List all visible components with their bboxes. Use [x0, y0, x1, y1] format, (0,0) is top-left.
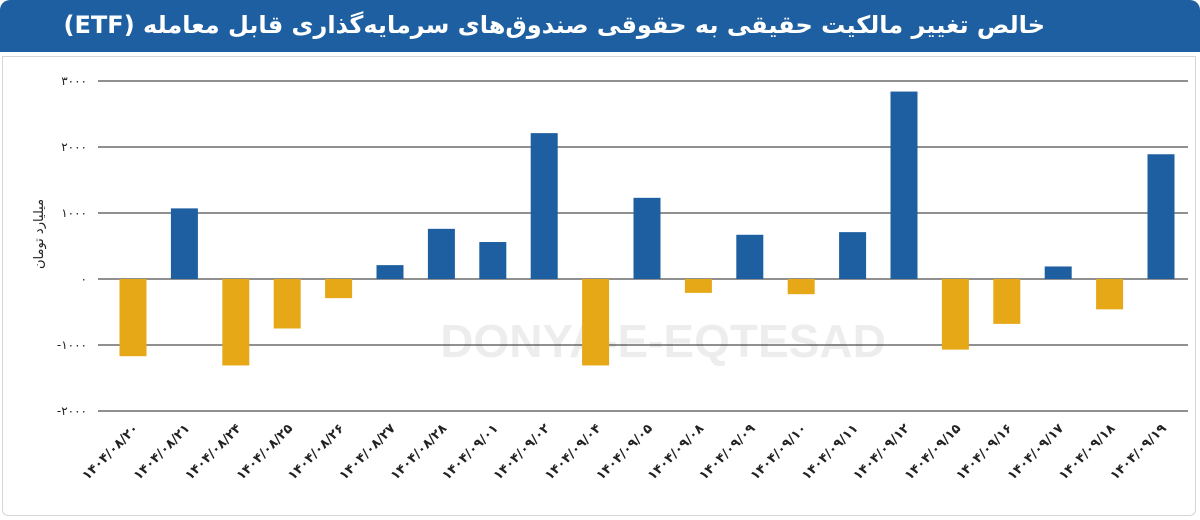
y-tick-label: -۲۰۰۰ [57, 404, 87, 418]
bar [941, 279, 969, 350]
page-title: خالص تغییر مالکیت حقیقی به حقوقی صندوق‌ه… [63, 11, 1045, 39]
bar [530, 133, 558, 279]
y-axis: ۳۰۰۰ ۲۰۰۰ ۱۰۰۰ ۰ -۱۰۰۰ -۲۰۰۰ [57, 74, 87, 418]
bar [376, 265, 404, 279]
y-axis-label: میلیارد تومان [32, 199, 47, 269]
chart-frame: DONYA-E-EQTESAD ۳۰۰۰ ۲۰۰۰ ۱۰۰۰ ۰ -۱۰۰۰ -۲۰۰۰ … [2, 56, 1196, 516]
bar [170, 208, 198, 279]
x-axis: ۱۴۰۴/۰۸/۲۰۱۴۰۴/۰۸/۲۱۱۴۰۴/۰۸/۲۴۱۴۰۴/۰۸/۲۵… [80, 421, 1170, 483]
bar [839, 232, 867, 279]
bar [1147, 154, 1175, 279]
bar [582, 279, 610, 366]
bar [427, 228, 455, 279]
bar [273, 279, 301, 329]
y-tick-label: ۳۰۰۰ [61, 74, 87, 88]
bar [633, 197, 661, 279]
bar [1044, 266, 1072, 279]
chart-header: خالص تغییر مالکیت حقیقی به حقوقی صندوق‌ه… [0, 0, 1200, 52]
bar [222, 279, 250, 366]
bar [787, 279, 815, 295]
y-tick-label: ۲۰۰۰ [61, 140, 87, 154]
y-tick-label: ۰ [81, 272, 87, 286]
y-tick-label: ۱۰۰۰ [61, 206, 87, 220]
y-tick-label: -۱۰۰۰ [57, 338, 87, 352]
bar [325, 279, 353, 299]
bar [684, 279, 712, 293]
bar [119, 279, 147, 357]
bars [119, 91, 1175, 366]
bar [1096, 279, 1124, 310]
bar-chart: DONYA-E-EQTESAD ۳۰۰۰۲۰۰۰۱۰۰۰۰-۱۰۰۰-۲۰۰۰ … [32, 74, 1188, 483]
bar [993, 279, 1021, 324]
watermark: DONYA-E-EQTESAD [440, 315, 886, 367]
bar [479, 242, 507, 279]
bar [736, 234, 764, 279]
bar [890, 91, 918, 279]
